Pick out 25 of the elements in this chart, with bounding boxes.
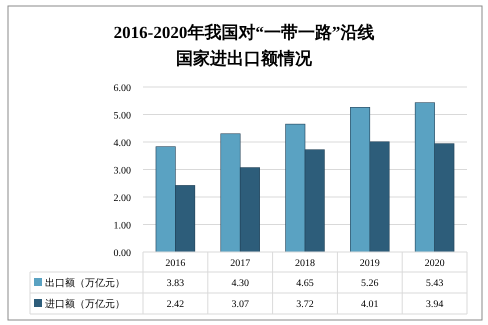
data-label: 3.83: [166, 278, 184, 289]
y-tick-label: 2.00: [114, 193, 131, 204]
data-label: 2.42: [166, 299, 184, 310]
y-tick-label: 1.00: [114, 220, 131, 232]
x-tick-label: 2016: [165, 258, 186, 269]
x-tick-label: 2020: [424, 258, 445, 269]
x-tick-label: 2017: [230, 258, 250, 269]
legend-label: 进口额（万亿元）: [45, 298, 125, 310]
data-label: 4.30: [231, 278, 249, 289]
data-label: 3.72: [296, 299, 314, 310]
y-tick-label: 3.00: [114, 166, 131, 176]
chart-title: 2016-2020年我国对“一带一路”沿线国家进出口额情况: [114, 23, 374, 68]
data-label: 5.26: [361, 278, 379, 289]
data-label: 3.07: [231, 299, 249, 310]
y-tick-label: 6.00: [114, 83, 131, 94]
data-label: 5.43: [426, 278, 444, 289]
data-label: 3.94: [426, 299, 444, 310]
y-tick-label: 5.00: [114, 110, 131, 122]
x-tick-label: 2018: [295, 258, 315, 269]
x-tick-label: 2019: [360, 258, 380, 269]
y-tick-label: 4.00: [114, 138, 131, 149]
data-label: 4.01: [361, 299, 379, 310]
y-tick-label: 0.00: [114, 248, 131, 259]
data-label: 4.65: [296, 278, 314, 289]
legend-label: 出口额（万亿元）: [45, 277, 125, 289]
